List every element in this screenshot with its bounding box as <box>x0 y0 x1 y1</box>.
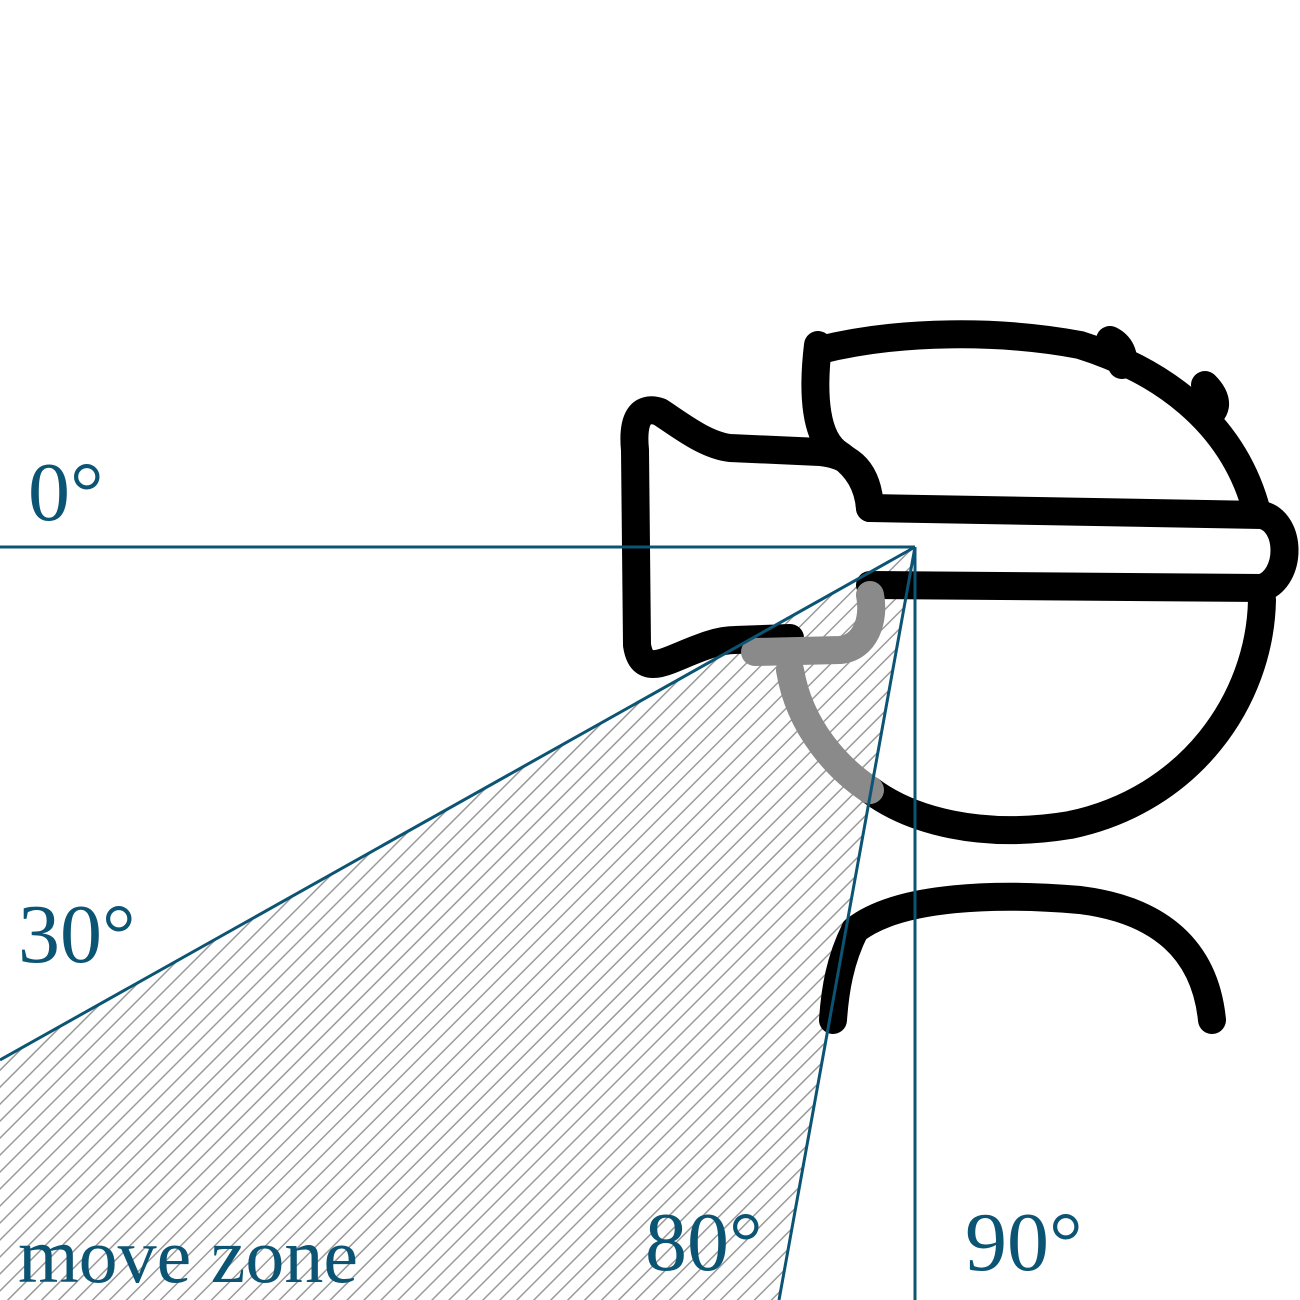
label-move-zone: move zone <box>18 1212 358 1299</box>
headset-strap-icon <box>856 494 1299 602</box>
hair-tuft-icon <box>1191 371 1230 426</box>
line-80-degrees <box>777 546 917 1300</box>
label-30-degrees: 30° <box>18 888 136 981</box>
headset-visor-icon <box>620 396 884 679</box>
hair-tuft-icon <box>1096 326 1137 379</box>
head-back-icon <box>856 586 1276 845</box>
label-80-degrees: 80° <box>645 1196 763 1289</box>
line-30-degrees <box>0 545 916 1062</box>
shoulders-icon <box>841 882 1226 1034</box>
head-outline-icon <box>806 320 1269 519</box>
headset-visor-lower-icon <box>741 581 886 666</box>
label-90-degrees: 90° <box>965 1196 1083 1289</box>
head-chin-icon <box>776 656 884 804</box>
label-0-degrees: 0° <box>28 446 104 539</box>
move-zone-area <box>0 547 915 1300</box>
vr-headset-user-icon <box>620 320 1299 1034</box>
